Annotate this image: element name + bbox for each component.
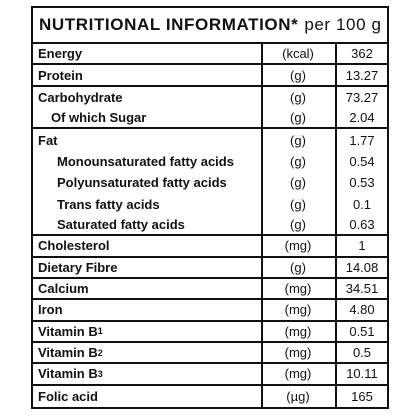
nutrient-name: Dietary Fibre: [33, 258, 261, 277]
nutrient-name-subscript: 3: [97, 368, 103, 379]
nutrient-value: 73.27: [345, 89, 379, 105]
nutrient-unit: (µg): [286, 388, 310, 404]
nutrient-name-text: Cholesterol: [38, 238, 110, 254]
nutrient-name-text: Calcium: [38, 281, 89, 297]
nutrient-name: Polyunsaturated fatty acids: [33, 172, 261, 193]
nutrient-row: Trans fatty acids (g) 0.1: [33, 193, 387, 214]
nutrient-value: 362: [351, 46, 373, 62]
nutrition-label: NUTRITIONAL INFORMATION* per 100 g Energy…: [31, 6, 389, 409]
nutrient-row: Dietary Fibre (g) 14.08: [33, 258, 387, 279]
title-main: NUTRITIONAL INFORMATION*: [39, 15, 299, 34]
nutrient-value: 0.53: [349, 175, 375, 191]
nutrient-unit: (mg): [284, 345, 312, 361]
nutrient-name-subscript: 2: [97, 347, 103, 358]
nutrient-name-text: Vitamin B: [38, 345, 98, 361]
nutrient-unit: (mg): [284, 323, 312, 339]
nutrient-name-text: Protein: [38, 67, 83, 83]
nutrient-unit: (g): [290, 110, 306, 126]
unit-column-divider: [261, 44, 263, 407]
nutrient-row: Polyunsaturated fatty acids (g) 0.53: [33, 172, 387, 193]
nutrient-name-text: Carbohydrate: [38, 89, 123, 105]
nutrient-value: 13.27: [345, 67, 379, 83]
nutrient-unit: (mg): [284, 238, 312, 254]
nutrient-name-text: Polyunsaturated fatty acids: [57, 175, 227, 191]
nutrient-row: Protein (g) 13.27: [33, 65, 387, 87]
nutrient-value: 14.08: [345, 259, 379, 275]
nutrient-unit: (g): [290, 175, 306, 191]
nutrient-row: Vitamin B 3 (mg) 10.11: [33, 364, 387, 386]
nutrient-name: Iron: [33, 300, 261, 319]
nutrient-name: Monounsaturated fatty acids: [33, 151, 261, 172]
nutrient-unit: (mg): [284, 366, 312, 382]
nutrient-name-text: Fat: [38, 132, 58, 148]
nutrient-row: Vitamin B 2 (mg) 0.5: [33, 343, 387, 365]
title-per-serving: per 100 g: [304, 15, 382, 34]
nutrient-value: 10.11: [346, 366, 378, 382]
nutrient-unit: (g): [290, 259, 306, 275]
nutrient-unit: (kcal): [282, 46, 314, 62]
nutrient-value: 2.04: [349, 110, 375, 126]
nutrient-unit: (g): [290, 216, 306, 232]
nutrient-name-text: Vitamin B: [38, 323, 98, 339]
nutrient-value: 165: [351, 388, 373, 404]
nutrient-name-text: Iron: [38, 302, 63, 318]
nutrient-name-text: Energy: [38, 46, 83, 62]
nutrient-unit: (mg): [284, 281, 312, 297]
nutrient-row: Fat (g) 1.77: [33, 129, 387, 150]
nutrient-row: Folic acid (µg) 165: [33, 386, 387, 407]
nutrient-name-text: Of which Sugar: [51, 110, 147, 126]
nutrient-value: 0.1: [352, 196, 372, 212]
nutrient-name-text: Saturated fatty acids: [57, 216, 185, 232]
nutrient-value: 4.80: [349, 302, 375, 318]
nutrient-name: Energy: [33, 44, 261, 63]
nutrient-unit: (g): [290, 132, 306, 148]
nutrient-row: Monounsaturated fatty acids (g) 0.54: [33, 151, 387, 172]
nutrient-row: Of which Sugar (g) 2.04: [33, 108, 387, 130]
nutrient-name-text: Vitamin B: [38, 366, 98, 382]
nutrient-name: Trans fatty acids: [33, 193, 261, 214]
nutrient-row: Carbohydrate (g) 73.27: [33, 87, 387, 108]
nutrient-name: Protein: [33, 65, 261, 84]
nutrient-row: Calcium (mg) 34.51: [33, 279, 387, 301]
nutrient-row: Vitamin B 1 (mg) 0.51: [33, 322, 387, 343]
nutrient-value: 0.51: [349, 323, 375, 339]
nutrient-name: Of which Sugar: [33, 108, 261, 127]
nutrient-name: Cholesterol: [33, 236, 261, 255]
nutrient-name-subscript: 1: [97, 326, 103, 337]
nutrient-name: Fat: [33, 129, 261, 150]
nutrient-value: 0.5: [352, 345, 372, 361]
nutrient-name: Carbohydrate: [33, 87, 261, 108]
nutrient-row: Saturated fatty acids (g) 0.63: [33, 215, 387, 237]
nutrient-name-text: Trans fatty acids: [57, 196, 160, 212]
nutrient-row: Energy (kcal) 362: [33, 44, 387, 66]
nutrient-name-text: Monounsaturated fatty acids: [57, 153, 234, 169]
nutrient-value: 1.77: [349, 132, 375, 148]
nutrient-name-text: Folic acid: [38, 388, 98, 404]
nutrition-table: Energy (kcal) 362 Protein (g) 13.27 Carbohydra…: [33, 42, 387, 407]
nutrient-unit: (g): [290, 67, 306, 83]
nutrient-name-text: Dietary Fibre: [38, 259, 118, 275]
nutrient-unit: (g): [290, 196, 306, 212]
nutrient-unit: (g): [290, 89, 306, 105]
nutrient-value: 34.51: [345, 281, 379, 297]
nutrient-value: 1: [358, 238, 366, 254]
value-column-divider: [335, 44, 337, 407]
nutrient-unit: (g): [290, 153, 306, 169]
nutrient-row: Iron (mg) 4.80: [33, 300, 387, 322]
nutrient-name: Saturated fatty acids: [33, 215, 261, 234]
nutrient-name: Calcium: [33, 279, 261, 298]
nutrient-unit: (mg): [284, 302, 312, 318]
nutrient-value: 0.54: [349, 153, 375, 169]
nutrient-row: Cholesterol (mg) 1: [33, 236, 387, 258]
nutrient-value: 0.63: [349, 216, 375, 232]
nutrient-name: Folic acid: [33, 386, 261, 407]
label-title: NUTRITIONAL INFORMATION* per 100 g: [33, 8, 387, 42]
